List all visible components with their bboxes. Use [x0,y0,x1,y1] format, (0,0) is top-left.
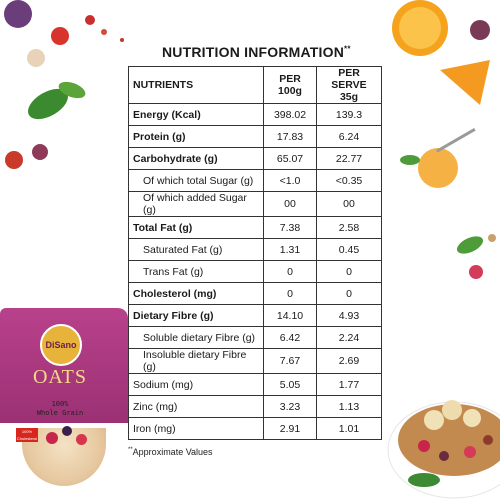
value-per-serve: 0 [316,282,382,305]
footnote-mark: ** [128,447,133,453]
table-row: Total Fat (g) 7.38 2.58 [128,216,382,239]
table-row: Energy (Kcal) 398.02 139.3 [128,103,382,126]
value-per-100g: 65.07 [263,147,317,170]
food-decoration-right [392,0,496,279]
nutrient-name: Saturated Fat (g) [128,238,264,261]
value-per-serve: 4.93 [316,304,382,327]
value-per-100g: <1.0 [263,169,317,192]
title-footnote-mark: ** [344,44,351,54]
nutrient-name: Carbohydrate (g) [128,147,264,170]
nutrition-table: NUTRIENTS PER 100g PER SERVE 35g Energy … [128,66,382,440]
value-per-serve: 1.01 [316,417,382,440]
table-row: Zinc (mg) 3.23 1.13 [128,395,382,418]
table-row: Soluble dietary Fibre (g) 6.42 2.24 [128,326,382,349]
header-per-serve-line2: 35g [339,91,359,103]
value-per-serve: 22.77 [316,147,382,170]
value-per-serve: 0.45 [316,238,382,261]
footnote: **Approximate Values [128,447,213,457]
food-decoration-top-left [4,0,124,169]
nutrient-name: Insoluble dietary Fibre (g) [128,348,264,374]
nutrient-name: Energy (Kcal) [128,103,264,126]
value-per-serve: 00 [316,191,382,217]
header-per-serve-line1: PER SERVE [331,67,367,91]
cholesterol-badge: 100% Cholesterol [16,428,38,442]
value-per-serve: 6.24 [316,125,382,148]
value-per-100g: 3.23 [263,395,317,418]
table-row: Cholesterol (mg) 0 0 [128,282,382,305]
value-per-serve: 2.58 [316,216,382,239]
table-row: Carbohydrate (g) 65.07 22.77 [128,147,382,170]
header-nutrients: NUTRIENTS [128,66,264,104]
value-per-100g: 1.31 [263,238,317,261]
value-per-100g: 0 [263,282,317,305]
value-per-100g: 5.05 [263,373,317,396]
table-row: Iron (mg) 2.91 1.01 [128,417,382,440]
package-berry [62,426,72,436]
package-berry [76,434,87,445]
table-row: Saturated Fat (g) 1.31 0.45 [128,238,382,261]
nutrient-name: Protein (g) [128,125,264,148]
value-per-100g: 0 [263,260,317,283]
product-tagline: 100% Whole Grain [20,400,100,418]
package-berry [46,432,58,444]
value-per-serve: 1.77 [316,373,382,396]
table-row: Trans Fat (g) 0 0 [128,260,382,283]
nutrition-title: NUTRITION INFORMATION** [162,44,351,60]
nutrient-name: Iron (mg) [128,417,264,440]
tagline-line2: Whole Grain [36,409,84,417]
product-name: OATS [32,366,87,388]
header-per-serve: PER SERVE 35g [316,66,382,104]
brand-logo: DiSano [40,324,82,366]
table-row: Insoluble dietary Fibre (g) 7.67 2.69 [128,348,382,374]
value-per-100g: 17.83 [263,125,317,148]
nutrient-name: Trans Fat (g) [128,260,264,283]
table-header-row: NUTRIENTS PER 100g PER SERVE 35g [128,66,382,104]
value-per-100g: 2.91 [263,417,317,440]
tagline-line1: 100% [51,400,69,408]
value-per-100g: 7.67 [263,348,317,374]
nutrient-name: Cholesterol (mg) [128,282,264,305]
table-row: Protein (g) 17.83 6.24 [128,125,382,148]
value-per-serve: 0 [316,260,382,283]
value-per-100g: 7.38 [263,216,317,239]
value-per-serve: 139.3 [316,103,382,126]
value-per-serve: <0.35 [316,169,382,192]
nutrient-name: Zinc (mg) [128,395,264,418]
table-row: Of which added Sugar (g) 00 00 [128,191,382,217]
granola-bowl [387,400,500,499]
nutrient-name: Of which added Sugar (g) [128,191,264,217]
header-per-100g: PER 100g [263,66,317,104]
table-row: Dietary Fibre (g) 14.10 4.93 [128,304,382,327]
nutrient-name: Sodium (mg) [128,373,264,396]
value-per-serve: 2.24 [316,326,382,349]
table-row: Sodium (mg) 5.05 1.77 [128,373,382,396]
oats-package: DiSano OATS 100% Whole Grain 100% Choles… [0,308,128,500]
value-per-serve: 1.13 [316,395,382,418]
nutrient-name: Of which total Sugar (g) [128,169,264,192]
nutrient-name: Total Fat (g) [128,216,264,239]
nutrition-title-text: NUTRITION INFORMATION [162,44,345,60]
value-per-100g: 398.02 [263,103,317,126]
table-row: Of which total Sugar (g) <1.0 <0.35 [128,169,382,192]
header-per-100g-line2: 100g [278,85,302,97]
footnote-text: Approximate Values [132,447,213,457]
value-per-100g: 00 [263,191,317,217]
nutrient-name: Soluble dietary Fibre (g) [128,326,264,349]
nutrient-name: Dietary Fibre (g) [128,304,264,327]
value-per-100g: 6.42 [263,326,317,349]
header-per-100g-line1: PER [279,73,301,85]
value-per-100g: 14.10 [263,304,317,327]
value-per-serve: 2.69 [316,348,382,374]
